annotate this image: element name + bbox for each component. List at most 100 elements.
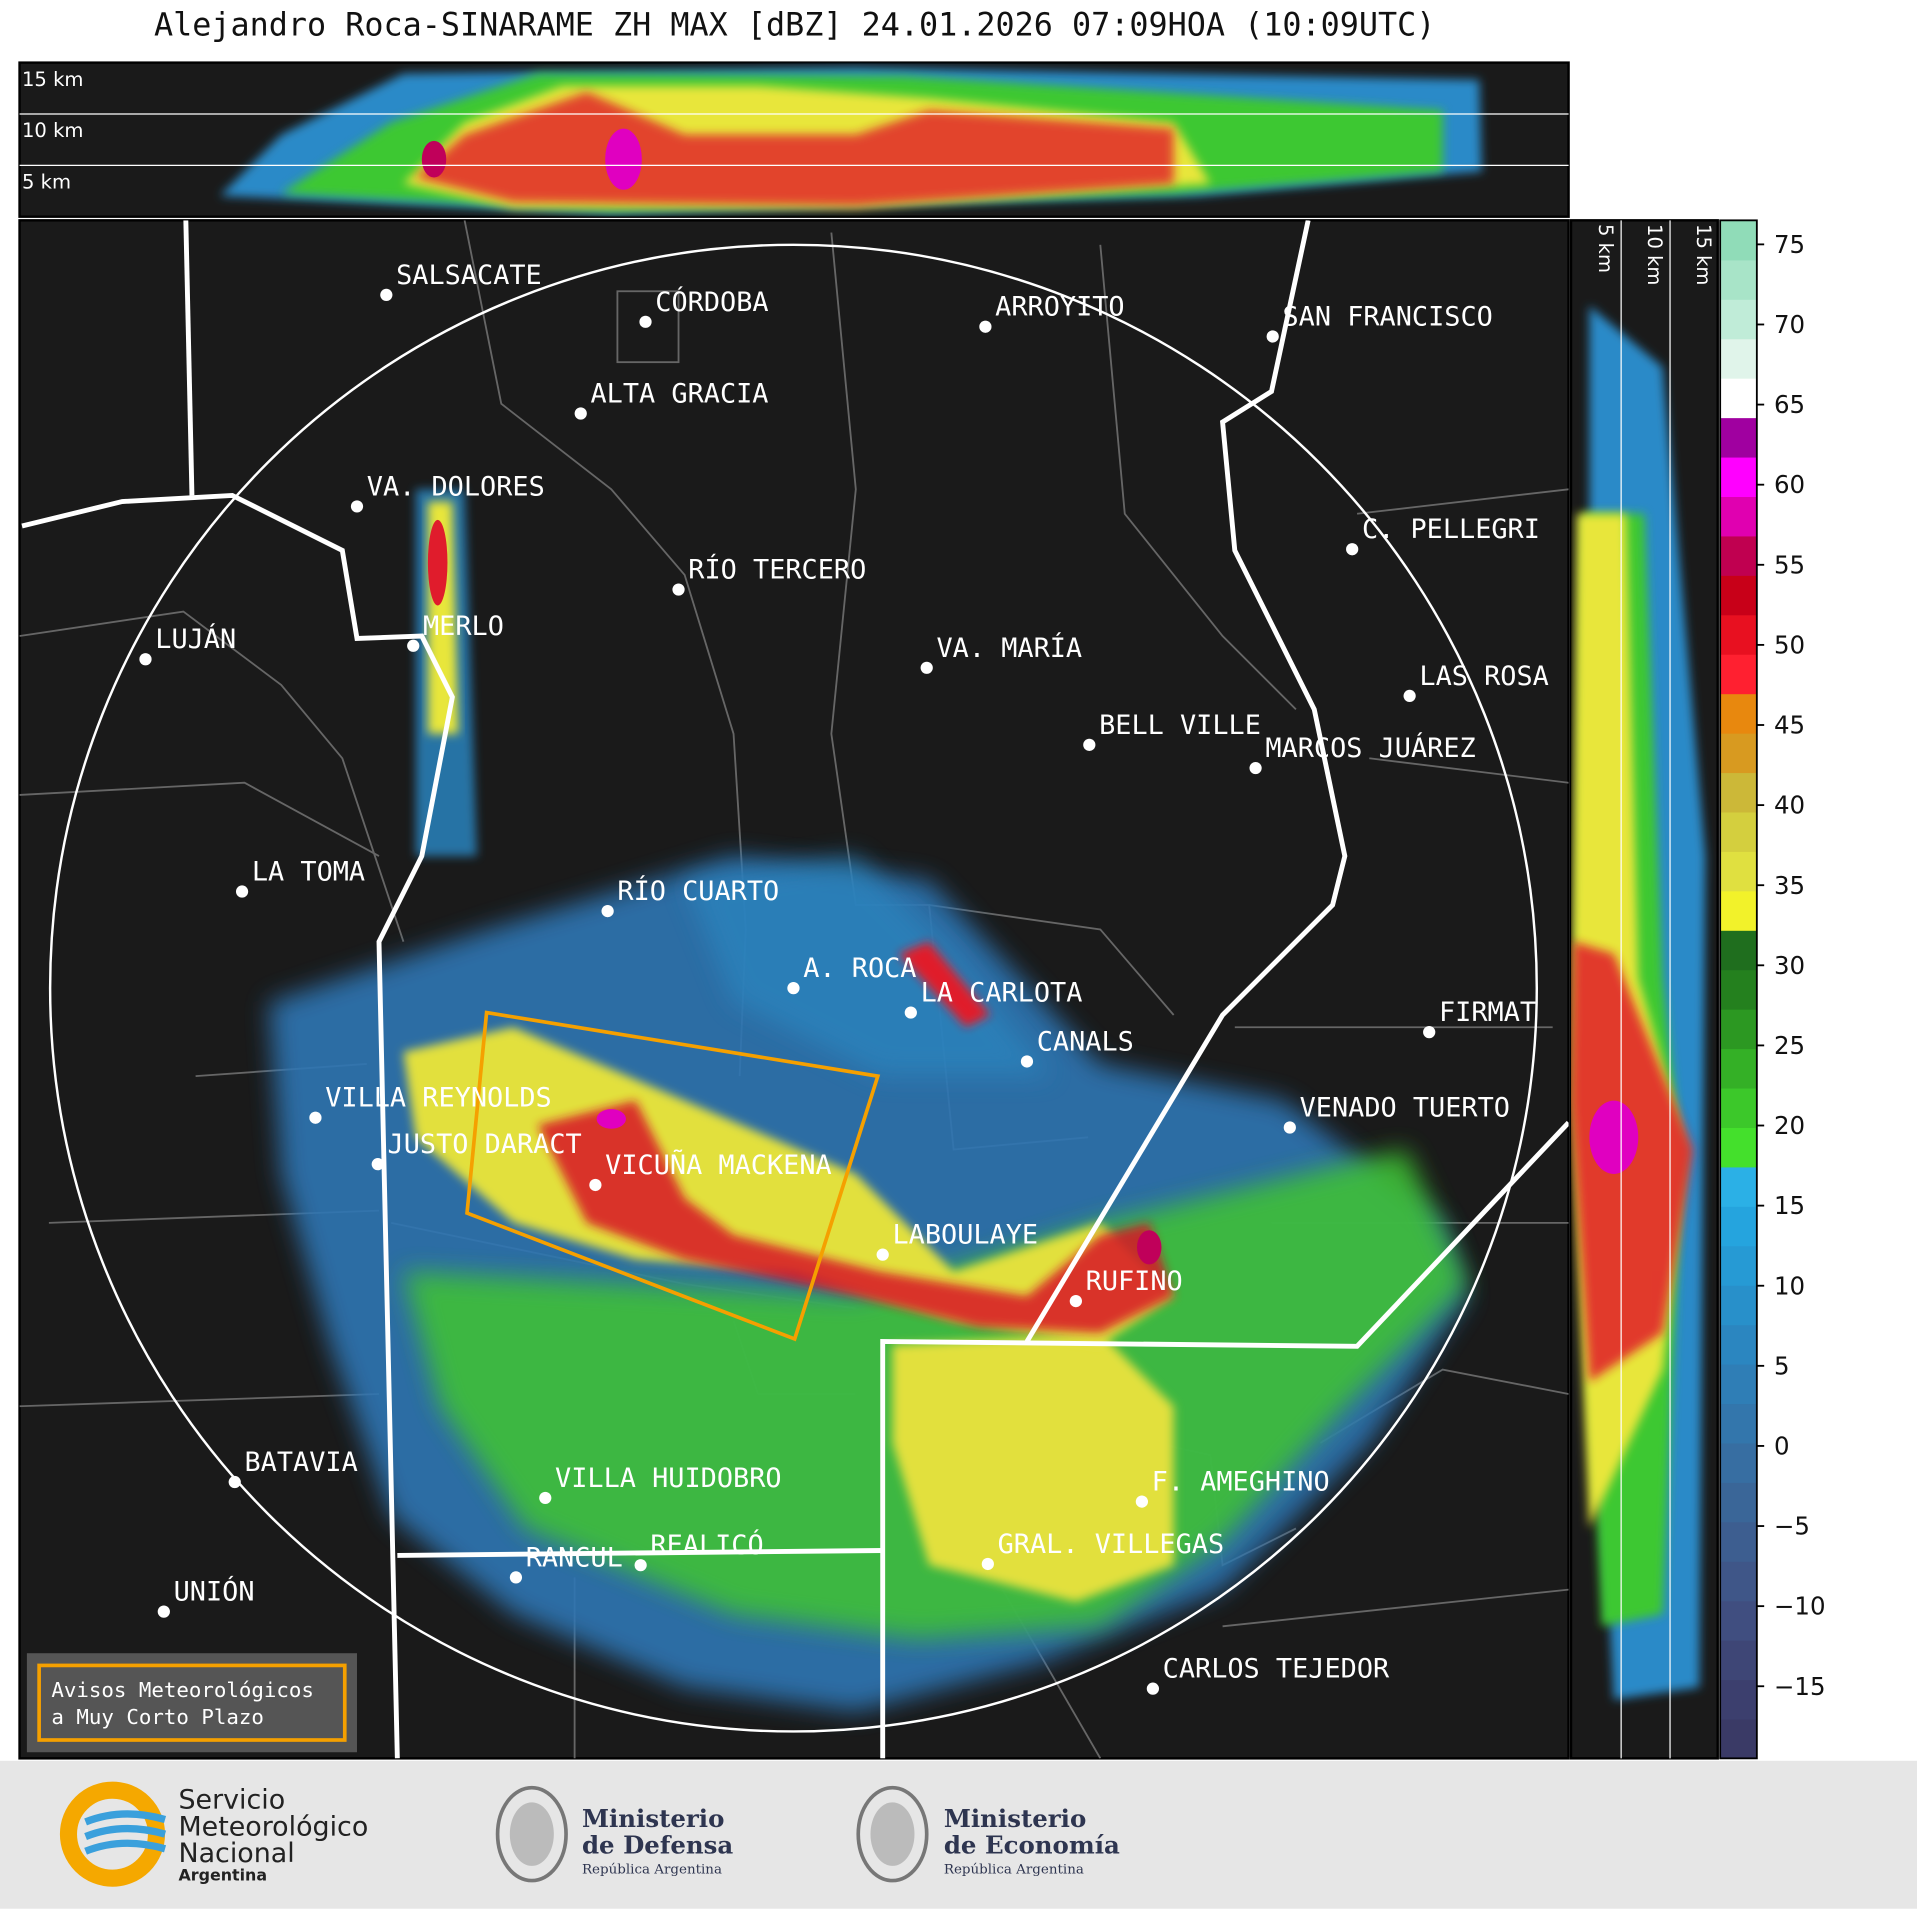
- city-dot: [979, 320, 992, 333]
- city-dot: [1146, 1682, 1160, 1695]
- side-echo: [1571, 305, 1706, 1700]
- color-band: [1720, 299, 1757, 340]
- colorbar-tick-label: 35: [1774, 871, 1805, 900]
- city-dot: [589, 1178, 602, 1192]
- colorbar-tick-label: 70: [1774, 310, 1805, 339]
- city-dot: [1083, 738, 1096, 751]
- city-dot: [139, 653, 152, 666]
- logo-economia: Ministerio de Economía República Argenti…: [856, 1785, 1120, 1883]
- color-band: [1720, 378, 1757, 419]
- city-dot: [380, 288, 393, 302]
- color-band: [1720, 614, 1757, 655]
- city-dot: [1346, 543, 1359, 556]
- city-dot: [1069, 1294, 1082, 1308]
- radar-echo: [268, 489, 1468, 1712]
- colorbar-tick-label: −10: [1774, 1592, 1826, 1621]
- city-label: ARROYITO: [995, 292, 1124, 323]
- city-label: MARCOS JUÁREZ: [1265, 732, 1475, 764]
- city-label: VENADO TUERTO: [1300, 1092, 1510, 1123]
- city-dot: [235, 885, 249, 898]
- range-ring: [48, 243, 1539, 1733]
- color-band: [1720, 693, 1757, 734]
- city-dot: [228, 1475, 241, 1489]
- logo-text: Ministerio: [944, 1804, 1086, 1833]
- city-label: VILLA HUIDOBRO: [555, 1463, 782, 1494]
- city-label: VICUÑA MACKENA: [605, 1149, 832, 1181]
- color-band: [1720, 1285, 1757, 1326]
- city-dot: [1266, 330, 1279, 343]
- colorbar-tick-label: 60: [1774, 470, 1805, 499]
- city-label: REALICÓ: [650, 1529, 763, 1561]
- logo-text: República Argentina: [582, 1862, 722, 1877]
- logo-text: Meteorológico: [178, 1811, 368, 1842]
- height-label: 10 km: [22, 119, 83, 142]
- logo-defensa: Ministerio de Defensa República Argentin…: [495, 1785, 733, 1883]
- city-label: CÓRDOBA: [655, 286, 768, 318]
- title: Alejandro Roca-SINARAME ZH MAX [dBZ] 24.…: [154, 8, 1435, 44]
- city-dot: [904, 1006, 917, 1019]
- colorbar-tick-label: 75: [1774, 230, 1805, 259]
- city-label: LABOULAYE: [892, 1220, 1038, 1251]
- city-dot: [634, 1559, 647, 1572]
- city-label: LA CARLOTA: [921, 978, 1083, 1009]
- color-band: [1720, 1482, 1757, 1523]
- city-label: ALTA GRACIA: [591, 379, 769, 410]
- map-content: SALSACATE CÓRDOBA ARROYITO SAN FRANCISCO ALT…: [19, 220, 1569, 1759]
- city-dot: [920, 661, 933, 674]
- city-label: LA TOMA: [252, 857, 365, 888]
- colorbar-tick-label: −15: [1774, 1672, 1826, 1701]
- height-label: 15 km: [1692, 224, 1715, 285]
- city-label: RÍO TERCERO: [688, 554, 866, 586]
- color-band: [1720, 969, 1757, 1010]
- logo-text: República Argentina: [944, 1862, 1084, 1877]
- province-borders: [21, 220, 1569, 1759]
- city-label: VA. DOLORES: [367, 471, 545, 502]
- height-label: 10 km: [1643, 224, 1666, 285]
- color-band: [1720, 535, 1757, 576]
- colorbar-tick-label: 45: [1774, 711, 1805, 740]
- city-dot: [509, 1571, 523, 1584]
- notice-text: Avisos Meteorológicos: [51, 1678, 314, 1702]
- city-dot: [601, 904, 614, 918]
- city-dot: [1403, 689, 1416, 703]
- color-band: [1720, 1087, 1757, 1128]
- city-dot: [350, 500, 364, 513]
- colorbar-tick-label: 40: [1774, 791, 1805, 820]
- color-band: [1720, 1324, 1757, 1365]
- color-band: [1720, 496, 1757, 537]
- notice-box: [26, 1653, 357, 1753]
- color-band: [1720, 1521, 1757, 1562]
- color-band: [1720, 1718, 1757, 1759]
- logo-text: de Economía: [944, 1831, 1120, 1860]
- colorbar-tick-label: 10: [1774, 1271, 1805, 1300]
- city-dot: [876, 1248, 889, 1261]
- city-label: UNIÓN: [174, 1576, 255, 1608]
- colorbar-tick-label: 25: [1774, 1031, 1805, 1060]
- city-label: A. ROCA: [803, 953, 916, 984]
- city-dot: [157, 1605, 170, 1618]
- color-band: [1720, 772, 1757, 813]
- footer-bg: [0, 1760, 1917, 1909]
- color-band: [1720, 851, 1757, 892]
- city-dot: [574, 407, 587, 420]
- logo-text: Ministerio: [582, 1804, 724, 1833]
- city-dot: [787, 982, 800, 995]
- color-band: [1720, 1363, 1757, 1405]
- color-band: [1720, 1442, 1757, 1483]
- color-band: [1720, 575, 1757, 616]
- city-label: BATAVIA: [245, 1447, 358, 1478]
- city-label: LUJÁN: [155, 623, 236, 655]
- height-label: 5 km: [1594, 224, 1617, 273]
- city-label: C. PELLEGRI: [1362, 514, 1540, 545]
- logo-text: Nacional: [178, 1838, 294, 1869]
- color-band: [1720, 733, 1757, 774]
- color-band: [1720, 456, 1757, 498]
- city-label: F. AMEGHINO: [1152, 1467, 1330, 1498]
- city-label: RÍO CUARTO: [617, 875, 779, 907]
- warning-polygon: [465, 1010, 881, 1342]
- city-label: FIRMAT: [1439, 997, 1536, 1028]
- color-band: [1720, 1640, 1757, 1681]
